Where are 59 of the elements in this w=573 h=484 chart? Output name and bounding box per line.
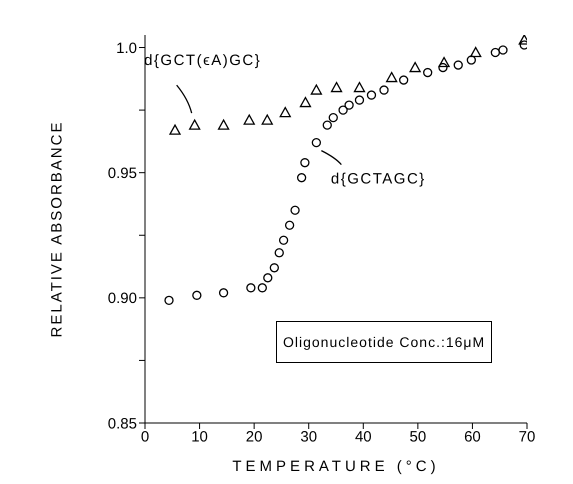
x-axis-title: TEMPERATURE (°C) xyxy=(232,458,440,475)
point xyxy=(290,206,300,215)
point xyxy=(296,173,306,182)
point xyxy=(246,283,256,292)
x-tick-label: 30 xyxy=(300,428,318,446)
point xyxy=(280,106,291,118)
point xyxy=(366,90,376,100)
point xyxy=(258,283,267,292)
point xyxy=(423,68,432,78)
point xyxy=(438,62,448,72)
x-tick-label: 50 xyxy=(410,428,426,446)
point xyxy=(218,119,230,130)
legend-label: d{GCTAGC} xyxy=(330,170,426,188)
y-axis-title: RELATIVE ABSORBANCE xyxy=(48,120,66,338)
point xyxy=(438,56,450,68)
point xyxy=(344,100,354,110)
point xyxy=(312,138,322,148)
point xyxy=(490,48,500,58)
point xyxy=(300,96,312,108)
point xyxy=(300,158,310,168)
point xyxy=(244,114,255,125)
point xyxy=(379,85,389,95)
y-tick-label: 0.90 xyxy=(108,290,137,308)
point xyxy=(274,248,284,258)
point xyxy=(338,105,348,115)
point xyxy=(386,72,398,82)
point xyxy=(284,220,294,230)
point xyxy=(328,112,338,122)
point xyxy=(270,263,279,272)
point xyxy=(454,60,463,70)
annotation: Oligonucleotide Conc.:16μM xyxy=(276,321,492,363)
point xyxy=(330,82,342,92)
x-tick-label: 70 xyxy=(518,428,536,446)
point xyxy=(263,273,272,282)
point xyxy=(169,124,181,135)
point xyxy=(409,62,421,72)
x-tick-label: 20 xyxy=(246,428,262,446)
x-tick-label: 0 xyxy=(140,428,150,446)
point xyxy=(310,84,322,95)
point xyxy=(192,290,202,300)
point xyxy=(322,120,332,130)
x-tick-label: 10 xyxy=(191,428,208,446)
x-tick-label: 60 xyxy=(464,428,481,446)
point xyxy=(164,296,174,305)
point xyxy=(354,95,364,105)
x-tick-label: 40 xyxy=(354,428,372,446)
point xyxy=(399,75,408,85)
point xyxy=(470,46,482,58)
text: d{GCT(ϵA)GC} xyxy=(144,52,262,70)
y-tick-label: 1.0 xyxy=(116,40,137,57)
point xyxy=(466,55,476,65)
point xyxy=(278,236,288,245)
point xyxy=(354,82,366,92)
y-tick-label: 0.95 xyxy=(108,165,137,182)
point xyxy=(498,45,508,55)
y-tick-label: 0.85 xyxy=(108,415,137,432)
point xyxy=(189,119,200,130)
point xyxy=(218,288,228,298)
point xyxy=(262,114,273,125)
